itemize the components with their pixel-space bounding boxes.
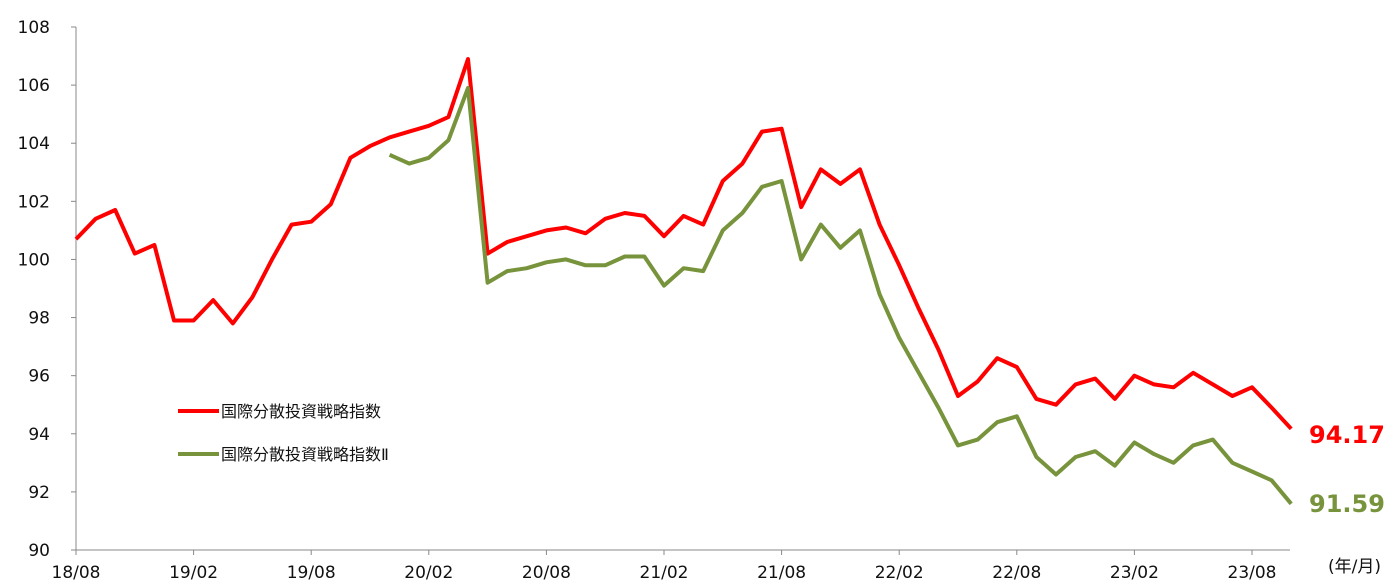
series-2-line xyxy=(388,86,1293,506)
axes xyxy=(75,27,1290,551)
x-axis-ticks: 18/08 19/02 19/08 20/02 20/08 21/02 21/08 22/02… xyxy=(52,550,1277,583)
x-tick-label: 20/02 xyxy=(404,563,453,583)
x-tick-label: 23/02 xyxy=(1110,563,1159,583)
y-tick-label: 106 xyxy=(18,76,50,96)
y-tick-label: 90 xyxy=(28,541,50,561)
y-axis-ticks: 90 92 94 96 98 100 102 104 106 108 xyxy=(18,18,76,561)
series-2-end-value: 91.59 xyxy=(1309,490,1385,518)
x-tick-label: 21/08 xyxy=(757,563,806,583)
y-tick-label: 104 xyxy=(18,134,50,154)
y-tick-label: 94 xyxy=(28,425,50,445)
x-axis-unit-label: (年/月) xyxy=(1328,557,1381,577)
x-tick-label: 21/02 xyxy=(640,563,689,583)
x-tick-label: 18/08 xyxy=(52,563,101,583)
series-1-end-value: 94.17 xyxy=(1309,421,1385,449)
y-tick-label: 108 xyxy=(18,18,50,38)
x-tick-label: 19/02 xyxy=(169,563,218,583)
series-1-line xyxy=(74,57,1293,431)
x-tick-label: 19/08 xyxy=(287,563,336,583)
y-tick-label: 92 xyxy=(28,483,50,503)
x-tick-label: 23/08 xyxy=(1228,563,1277,583)
series-lines xyxy=(74,57,1293,506)
legend-entry: 国際分散投資戦略指数 xyxy=(178,402,381,421)
x-tick-label: 20/08 xyxy=(522,563,571,583)
y-tick-label: 102 xyxy=(18,192,50,212)
legend: 国際分散投資戦略指数 国際分散投資戦略指数Ⅱ xyxy=(178,402,389,464)
legend-entry: 国際分散投資戦略指数Ⅱ xyxy=(178,445,389,464)
legend-label: 国際分散投資戦略指数 xyxy=(221,402,381,421)
y-tick-label: 96 xyxy=(28,367,50,387)
y-tick-label: 100 xyxy=(18,250,50,270)
legend-label: 国際分散投資戦略指数Ⅱ xyxy=(221,445,389,464)
x-tick-label: 22/08 xyxy=(992,563,1041,583)
y-tick-label: 98 xyxy=(28,309,50,329)
x-tick-label: 22/02 xyxy=(875,563,924,583)
